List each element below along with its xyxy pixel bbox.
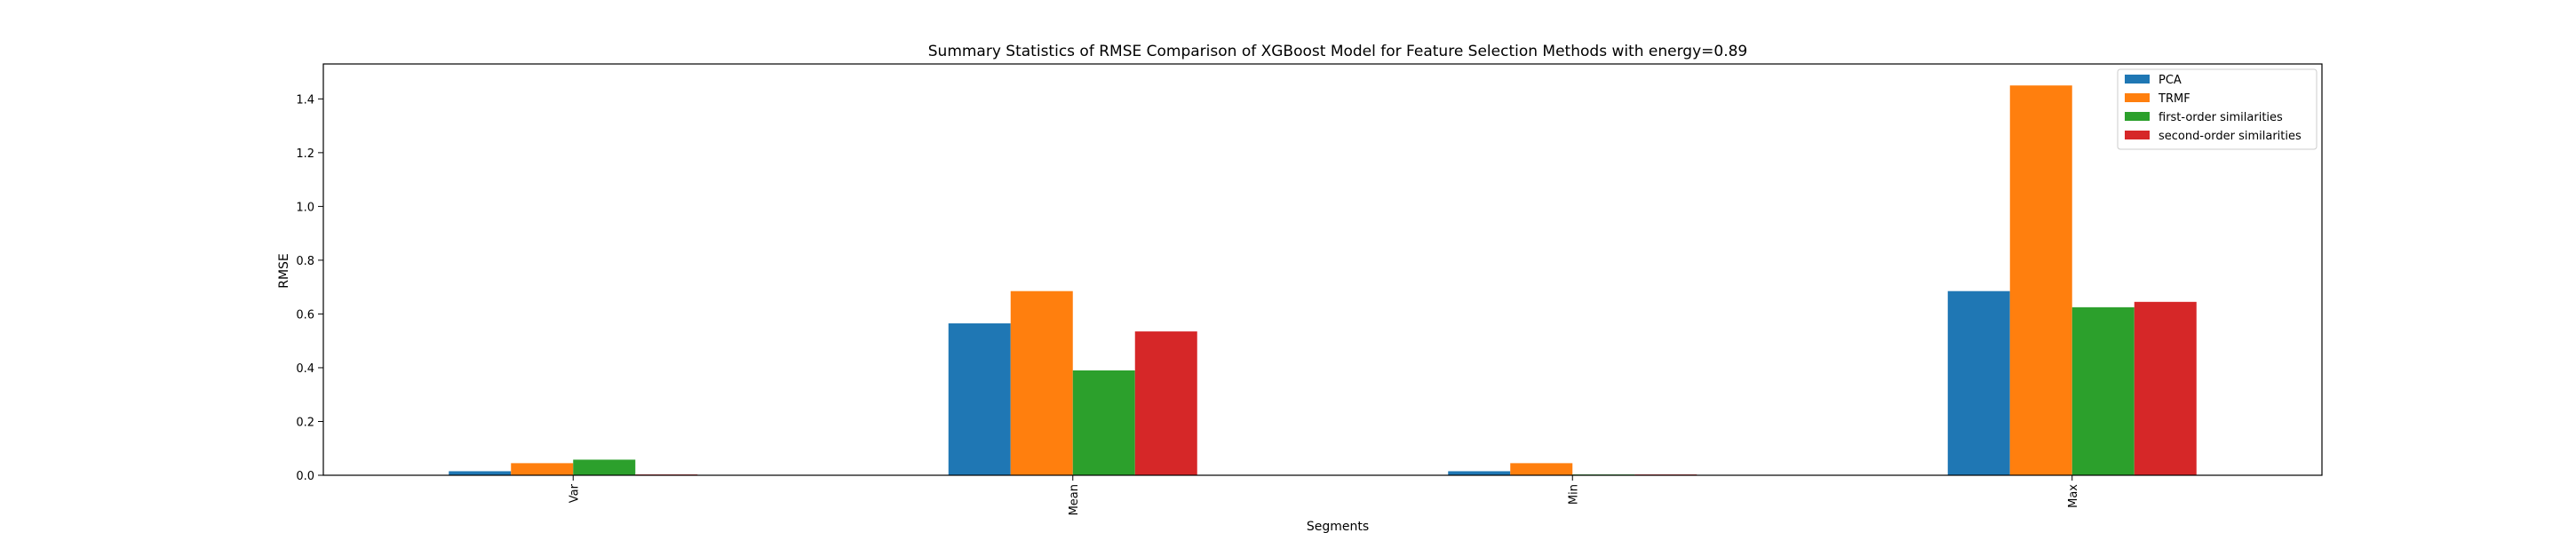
x-ticks-group: Var Mean Min Max bbox=[568, 475, 2080, 515]
bar-var-first-order-similarities bbox=[573, 459, 636, 475]
bar-mean-trmf bbox=[1010, 290, 1073, 475]
y-tick-label: 0.6 bbox=[296, 308, 314, 322]
bar-min-pca bbox=[1448, 471, 1511, 475]
x-tick-label: Mean bbox=[1068, 484, 1081, 515]
x-axis-label: Segments bbox=[1307, 520, 1369, 533]
legend-label: PCA bbox=[2159, 74, 2182, 87]
legend-label: second-order similarities bbox=[2159, 130, 2302, 143]
y-tick-label: 0.8 bbox=[296, 255, 314, 268]
y-tick-label: 1.0 bbox=[296, 201, 314, 214]
bar-mean-second-order-similarities bbox=[1134, 331, 1197, 475]
chart-title: Summary Statistics of RMSE Comparison of… bbox=[928, 43, 1748, 60]
bar-var-pca bbox=[449, 471, 512, 475]
legend-label: TRMF bbox=[2158, 92, 2190, 106]
x-tick-label: Min bbox=[1567, 484, 1580, 505]
y-tick-label: 1.4 bbox=[296, 93, 314, 107]
legend-swatch bbox=[2125, 93, 2150, 102]
y-tick-label: 0.0 bbox=[296, 470, 314, 483]
legend-swatch bbox=[2125, 131, 2150, 139]
legend-box bbox=[2117, 68, 2318, 150]
bar-max-first-order-similarities bbox=[2071, 306, 2135, 475]
y-axis-label: RMSE bbox=[277, 253, 291, 289]
bar-var-trmf bbox=[511, 463, 574, 475]
legend-items: PCA TRMF first-order similarities second-or… bbox=[2125, 74, 2302, 143]
bar-max-pca bbox=[1947, 290, 2010, 475]
x-tick-label: Var bbox=[568, 483, 581, 503]
bar-mean-first-order-similarities bbox=[1072, 370, 1135, 475]
y-tick-label: 0.2 bbox=[296, 416, 314, 429]
bar-max-trmf bbox=[2009, 85, 2072, 475]
legend: PCA TRMF first-order similarities second-or… bbox=[2117, 68, 2318, 150]
plot-frame bbox=[322, 63, 2323, 476]
legend-swatch bbox=[2125, 112, 2150, 121]
y-tick-label: 0.4 bbox=[296, 362, 314, 376]
y-ticks-group: 0.0 0.2 0.4 0.6 0.8 1.0 1.2 1.4 bbox=[296, 93, 323, 483]
bar-mean-pca bbox=[948, 323, 1011, 475]
legend-label: first-order similarities bbox=[2159, 111, 2283, 124]
bar-min-trmf bbox=[1510, 463, 1573, 475]
bars-group bbox=[449, 85, 2197, 475]
bar-max-second-order-similarities bbox=[2134, 301, 2197, 475]
legend-swatch bbox=[2125, 75, 2150, 84]
x-tick-label: Max bbox=[2067, 484, 2080, 508]
y-tick-label: 1.2 bbox=[296, 147, 314, 161]
